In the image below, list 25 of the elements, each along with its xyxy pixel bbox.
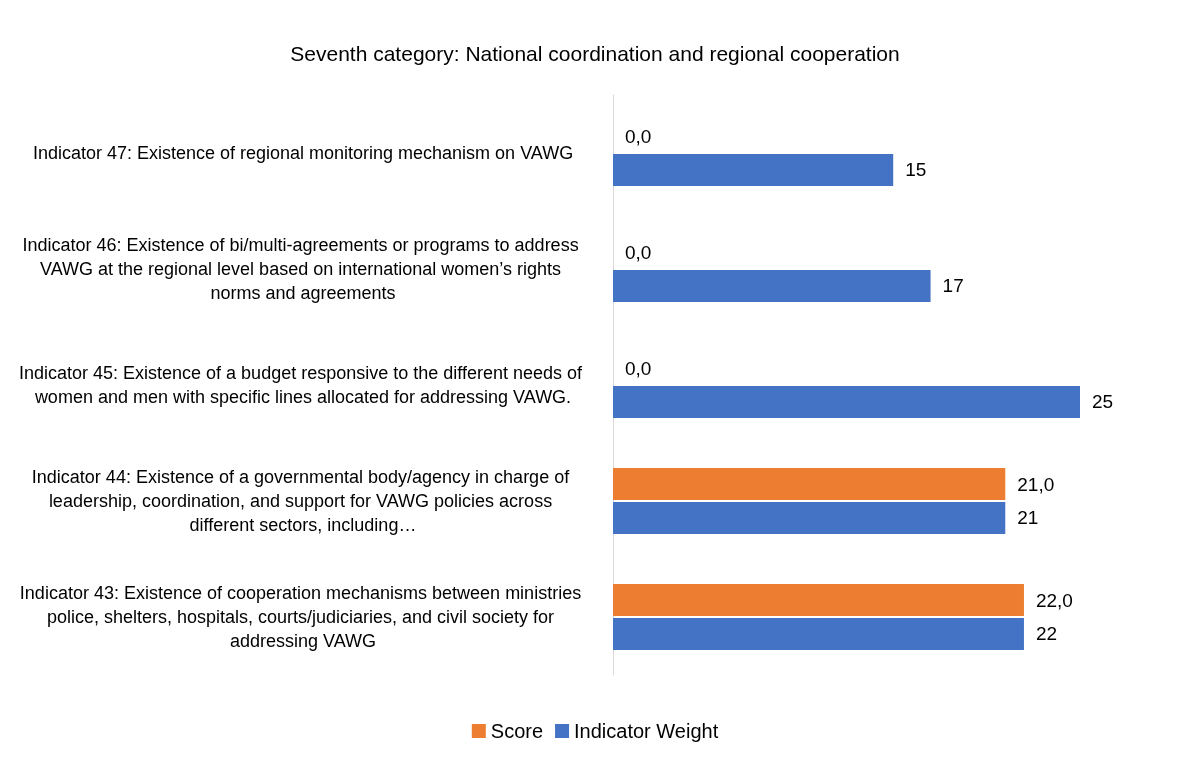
data-label: 22,0 — [1035, 589, 1073, 611]
bar — [613, 617, 1024, 650]
data-label: 0,0 — [625, 241, 652, 263]
data-label: 25 — [1092, 391, 1114, 413]
legend-label: Score — [490, 720, 544, 742]
bar — [613, 385, 1080, 418]
bar — [613, 501, 1006, 534]
bar — [613, 153, 894, 186]
bar — [613, 468, 1006, 501]
data-label: 17 — [942, 275, 964, 297]
chart-title: Seventh category: National coordination and regional cooperation — [290, 42, 900, 65]
y-tick-label: Indicator 43: Existence of cooperation mechanisms between ministries police, shelters, hospitals, courts/judiciaries, and civil society for addressing VAWG — [19, 583, 587, 651]
y-tick-label: Indicator 45: Existence of a budget responsive to the different needs of women and men with specific lines allocated for addressing VAWG. — [18, 363, 588, 407]
bar — [613, 269, 931, 302]
y-tick-label: Indicator 47: Existence of regional monitoring mechanism on VAWG — [32, 143, 574, 163]
data-label: 0,0 — [625, 357, 652, 379]
data-label: 21 — [1017, 507, 1039, 529]
data-label: 0,0 — [625, 125, 652, 147]
data-label: 21,0 — [1017, 473, 1055, 495]
y-tick-label: Indicator 44: Existence of a governmental body/agency in charge of leadership, coordination, and support for VAWG policies across different sectors, including… — [31, 467, 575, 535]
data-label: 22 — [1035, 623, 1058, 645]
legend-label: Indicator Weight — [574, 720, 719, 742]
y-tick-label: Indicator 46: Existence of bi/multi-agreements or programs to address VAWG at the regional level based on international women’s rights norms and agreements — [22, 235, 584, 303]
data-label: 15 — [905, 159, 927, 181]
bar — [613, 584, 1024, 617]
